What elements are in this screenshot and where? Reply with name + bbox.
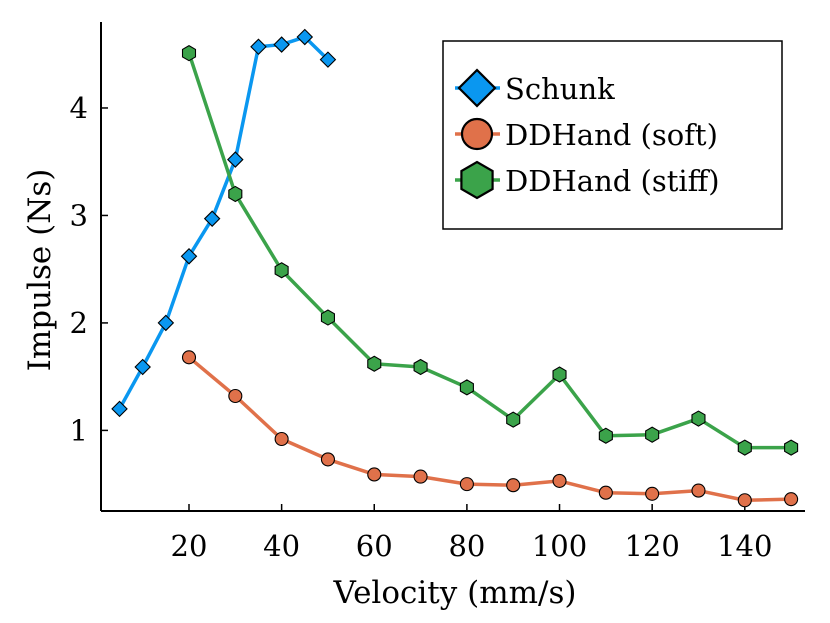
data-point-ddhand-soft bbox=[459, 477, 474, 492]
data-point-ddhand-stiff bbox=[181, 45, 197, 62]
data-point-ddhand-soft bbox=[413, 469, 428, 484]
data-point-schunk bbox=[157, 314, 175, 332]
data-point-ddhand-stiff bbox=[737, 439, 752, 456]
x-tick-label: 60 bbox=[356, 529, 393, 563]
series-ddhand-soft bbox=[181, 350, 799, 508]
legend-marker-schunk bbox=[457, 68, 497, 108]
axes: 20 40 60 80 100 120 140 1 2 3 4 bbox=[70, 22, 805, 563]
x-tick-label: 120 bbox=[624, 529, 679, 563]
y-axis-title: Impulse (Ns) bbox=[22, 169, 58, 372]
data-point-ddhand-soft bbox=[691, 483, 706, 498]
x-tick-label: 40 bbox=[263, 529, 300, 563]
data-point-ddhand-stiff bbox=[413, 358, 428, 376]
data-point-schunk bbox=[319, 51, 337, 68]
x-tick-label: 20 bbox=[171, 529, 208, 563]
data-point-ddhand-soft bbox=[320, 452, 335, 467]
series-layer bbox=[111, 28, 799, 508]
x-tick-label: 100 bbox=[532, 529, 587, 563]
legend: Schunk DDHand (soft) DDHand (stiff) bbox=[442, 40, 783, 230]
data-point-ddhand-stiff bbox=[552, 366, 567, 383]
data-point-ddhand-soft bbox=[367, 467, 382, 482]
x-axis-title: Velocity (mm/s) bbox=[333, 575, 577, 611]
data-point-ddhand-soft bbox=[506, 478, 521, 493]
data-point-schunk bbox=[111, 400, 128, 418]
data-point-ddhand-soft bbox=[228, 388, 243, 404]
data-point-ddhand-soft bbox=[274, 431, 289, 447]
data-point-ddhand-stiff bbox=[645, 426, 660, 443]
data-point-ddhand-stiff bbox=[784, 439, 799, 456]
data-point-ddhand-soft bbox=[181, 350, 197, 365]
series-line-ddhand-soft bbox=[187, 355, 792, 503]
data-point-ddhand-soft bbox=[784, 492, 799, 507]
series-line-schunk bbox=[117, 35, 330, 410]
data-point-ddhand-stiff bbox=[320, 309, 335, 326]
data-point-schunk bbox=[273, 36, 290, 53]
y-tick-label: 2 bbox=[70, 306, 88, 340]
legend-label-schunk: Schunk bbox=[505, 72, 615, 106]
data-point-schunk bbox=[296, 28, 314, 46]
data-point-schunk bbox=[227, 151, 244, 168]
y-tick-label: 1 bbox=[70, 413, 88, 447]
data-point-schunk bbox=[250, 38, 267, 55]
data-point-ddhand-stiff bbox=[228, 185, 243, 203]
x-tick-label: 140 bbox=[717, 529, 772, 563]
data-point-ddhand-stiff bbox=[598, 427, 613, 444]
legend-marker-ddhand-stiff bbox=[460, 160, 494, 200]
data-point-ddhand-stiff bbox=[367, 355, 382, 372]
series-schunk bbox=[111, 28, 337, 418]
data-point-ddhand-soft bbox=[598, 485, 613, 500]
y-tick-label: 4 bbox=[70, 91, 88, 125]
data-point-ddhand-stiff bbox=[691, 410, 706, 427]
y-tick-label: 3 bbox=[70, 198, 88, 232]
legend-label-ddhand-stiff: DDHand (stiff) bbox=[505, 164, 720, 198]
data-point-ddhand-stiff bbox=[274, 262, 289, 279]
data-point-ddhand-soft bbox=[552, 473, 567, 488]
data-point-ddhand-stiff bbox=[506, 411, 521, 428]
data-point-ddhand-soft bbox=[645, 486, 660, 501]
data-point-ddhand-stiff bbox=[459, 379, 474, 396]
data-point-ddhand-soft bbox=[737, 493, 752, 508]
legend-label-ddhand-soft: DDHand (soft) bbox=[505, 118, 718, 152]
legend-marker-ddhand-soft bbox=[460, 117, 494, 151]
data-point-schunk bbox=[203, 210, 221, 227]
series-ddhand-stiff bbox=[181, 45, 799, 456]
data-point-schunk bbox=[180, 248, 198, 265]
x-tick-label: 80 bbox=[448, 529, 485, 563]
data-point-schunk bbox=[134, 358, 151, 376]
series-line-ddhand-stiff bbox=[187, 52, 792, 450]
